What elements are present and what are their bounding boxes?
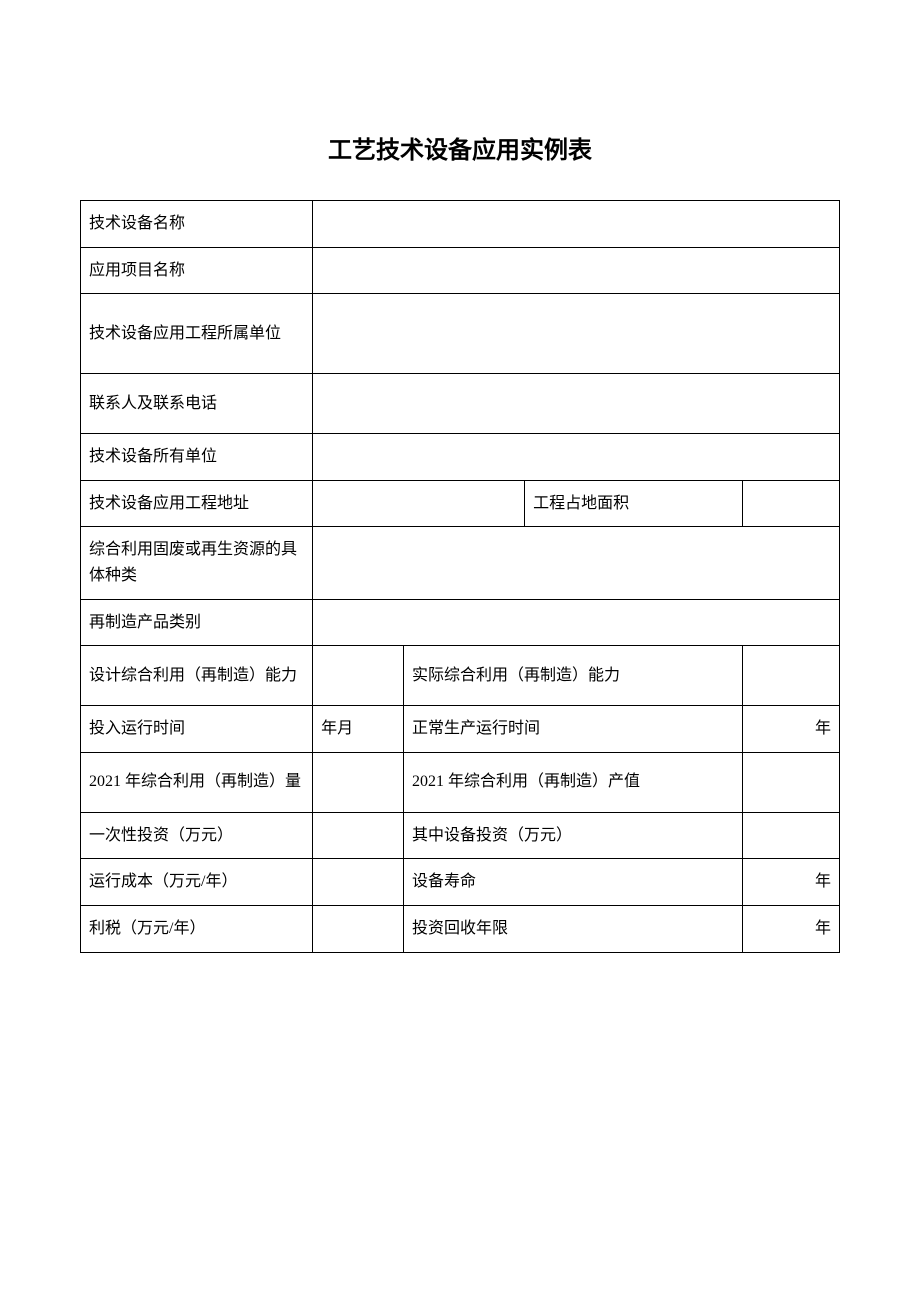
label-2021-output-value: 2021 年综合利用（再制造）产值 <box>403 752 742 812</box>
value-design-capacity <box>313 646 404 706</box>
value-project-owner-unit <box>313 294 840 374</box>
value-equipment-investment <box>743 812 840 859</box>
value-normal-run-time: 年 <box>743 706 840 753</box>
value-tech-equipment-name <box>313 201 840 248</box>
value-remanufacture-category <box>313 599 840 646</box>
label-project-owner-unit: 技术设备应用工程所属单位 <box>81 294 313 374</box>
label-start-time: 投入运行时间 <box>81 706 313 753</box>
label-equipment-life: 设备寿命 <box>403 859 742 906</box>
label-land-area: 工程占地面积 <box>525 480 743 527</box>
value-2021-output-value <box>743 752 840 812</box>
value-one-time-investment <box>313 812 404 859</box>
label-payback-period: 投资回收年限 <box>403 905 742 952</box>
value-contact <box>313 374 840 434</box>
value-equipment-life: 年 <box>743 859 840 906</box>
label-app-project-name: 应用项目名称 <box>81 247 313 294</box>
label-design-capacity: 设计综合利用（再制造）能力 <box>81 646 313 706</box>
label-one-time-investment: 一次性投资（万元） <box>81 812 313 859</box>
value-start-time: 年月 <box>313 706 404 753</box>
document-title: 工艺技术设备应用实例表 <box>80 130 840 165</box>
label-remanufacture-category: 再制造产品类别 <box>81 599 313 646</box>
label-project-address: 技术设备应用工程地址 <box>81 480 313 527</box>
value-equipment-owner-unit <box>313 434 840 481</box>
value-operating-cost <box>313 859 404 906</box>
value-app-project-name <box>313 247 840 294</box>
label-equipment-investment: 其中设备投资（万元） <box>403 812 742 859</box>
label-operating-cost: 运行成本（万元/年） <box>81 859 313 906</box>
value-project-address <box>313 480 525 527</box>
value-2021-utilization-amount <box>313 752 404 812</box>
application-form-table: 技术设备名称 应用项目名称 技术设备应用工程所属单位 联系人及联系电话 技术设备… <box>80 200 840 953</box>
value-actual-capacity <box>743 646 840 706</box>
label-actual-capacity: 实际综合利用（再制造）能力 <box>403 646 742 706</box>
label-contact: 联系人及联系电话 <box>81 374 313 434</box>
label-tech-equipment-name: 技术设备名称 <box>81 201 313 248</box>
label-2021-utilization-amount: 2021 年综合利用（再制造）量 <box>81 752 313 812</box>
label-normal-run-time: 正常生产运行时间 <box>403 706 742 753</box>
value-land-area <box>743 480 840 527</box>
value-waste-category <box>313 527 840 599</box>
label-waste-category: 综合利用固废或再生资源的具体种类 <box>81 527 313 599</box>
label-equipment-owner-unit: 技术设备所有单位 <box>81 434 313 481</box>
value-payback-period: 年 <box>743 905 840 952</box>
label-profit-tax: 利税（万元/年） <box>81 905 313 952</box>
value-profit-tax <box>313 905 404 952</box>
